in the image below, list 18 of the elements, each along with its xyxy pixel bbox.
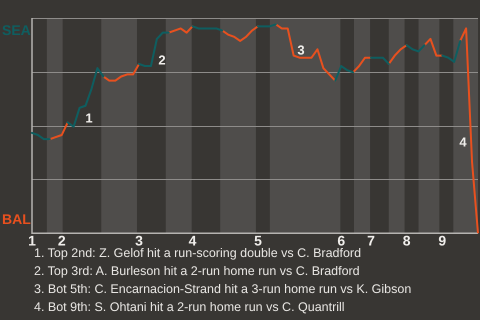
- x-tick-label: 4: [188, 232, 197, 248]
- annotation: 1: [85, 110, 93, 126]
- x-tick-label: 8: [402, 232, 411, 248]
- x-tick-label: 3: [135, 232, 144, 248]
- text: 3. Bot 5th: C. Encarnacion-Strand hit a 3-run home run vs K. Gibson: [34, 281, 412, 298]
- x-tick-label: 7: [367, 232, 376, 248]
- x-tick-label: 6: [337, 232, 346, 248]
- annotation: 3: [297, 42, 305, 58]
- x-tick-label: 5: [254, 232, 262, 248]
- annotation: 4: [459, 134, 467, 150]
- annotation: 2: [158, 52, 166, 68]
- text: 2. Top 3rd: A. Burleson hit a 2-run home run vs C. Bradford: [34, 263, 361, 280]
- text: BAL: [2, 211, 31, 227]
- text: 1. Top 2nd: Z. Gelof hit a run-scoring double vs C. Bradford: [34, 246, 362, 260]
- x-tick-label: 1: [28, 232, 36, 248]
- x-tick-label: 9: [438, 232, 446, 248]
- x-tick-label: 2: [58, 232, 66, 248]
- text: 4. Bot 9th: S. Ohtani hit a 2-run home run vs C. Quantrill: [34, 299, 346, 316]
